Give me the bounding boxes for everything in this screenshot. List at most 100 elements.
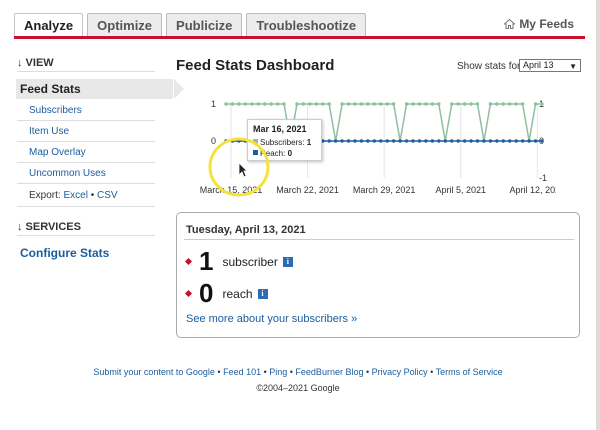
data-point-subscribers: [359, 102, 364, 106]
top-tabs: Analyze Optimize Publicize Troubleshooti…: [14, 13, 367, 37]
data-point-subscribers: [508, 102, 512, 106]
page-title: Feed Stats Dashboard: [176, 57, 335, 74]
data-point-subscribers: [237, 102, 241, 106]
data-point-subscribers: [488, 102, 493, 106]
export-excel-link[interactable]: Excel: [63, 190, 88, 201]
sidebar-item-uncommon-uses[interactable]: Uncommon Uses: [29, 168, 106, 179]
reach-count: 0: [199, 278, 214, 308]
data-point-subscribers: [437, 102, 441, 106]
export-row: Export: Excel • CSV: [29, 190, 118, 201]
date-select-value: April 13: [523, 60, 554, 70]
export-csv-link[interactable]: CSV: [97, 190, 118, 201]
info-icon[interactable]: i: [257, 288, 268, 299]
sidebar-divider: [17, 71, 155, 72]
data-point-subscribers: [308, 102, 312, 106]
my-feeds-link[interactable]: My Feeds: [504, 17, 574, 31]
reach-stat: 0 reach i: [184, 278, 268, 309]
data-point-reach: [372, 139, 377, 143]
bullet-diamond-icon: [184, 289, 193, 298]
my-feeds-label: My Feeds: [519, 17, 574, 31]
tab-publicize[interactable]: Publicize: [166, 13, 243, 37]
tab-optimize[interactable]: Optimize: [87, 13, 163, 37]
info-icon[interactable]: i: [282, 256, 293, 267]
data-point-reach: [443, 139, 447, 143]
footer-link-terms-of-service[interactable]: Terms of Service: [435, 367, 503, 377]
data-point-reach: [456, 139, 460, 143]
data-point-reach: [353, 139, 357, 143]
sidebar-item-feed-stats[interactable]: Feed Stats: [20, 82, 81, 96]
data-point-reach: [346, 139, 351, 143]
tab-analyze[interactable]: Analyze: [14, 13, 84, 37]
data-point-subscribers: [243, 102, 248, 106]
footer-link-privacy-policy[interactable]: Privacy Policy: [371, 367, 428, 377]
tooltip-reach-row: Reach: 0: [253, 148, 316, 159]
left-axis-tick-label: 1: [211, 99, 216, 109]
data-point-subscribers: [456, 102, 460, 106]
data-point-subscribers: [520, 102, 525, 106]
tooltip-date: Mar 16, 2021: [253, 124, 307, 134]
sidebar-item-item-use[interactable]: Item Use: [29, 126, 70, 137]
tab-troubleshootize[interactable]: Troubleshootize: [246, 13, 367, 37]
data-point-subscribers: [256, 102, 260, 106]
x-tick-label: April 12, 2021: [510, 185, 556, 195]
x-tick-label: March 22, 2021: [276, 185, 339, 195]
reach-label: reach: [222, 286, 253, 301]
footer-separator: •: [214, 367, 224, 377]
tooltip-subscribers-row: Subscribers: 1: [253, 137, 316, 148]
footer-link-feedburner-blog[interactable]: FeedBurner Blog: [295, 367, 364, 377]
data-point-subscribers: [262, 102, 267, 106]
data-point-subscribers: [391, 102, 396, 106]
tooltip-reach-label: Reach:: [260, 149, 286, 158]
sidebar-divider: [17, 183, 155, 184]
export-label: Export:: [29, 190, 61, 201]
export-separator: •: [90, 190, 95, 201]
configure-stats-link[interactable]: Configure Stats: [20, 246, 110, 260]
subscriber-count: 1: [199, 246, 214, 276]
data-point-reach: [475, 139, 480, 143]
x-tick-label: March 15, 2021: [200, 185, 263, 195]
footer-link-feed-101[interactable]: Feed 101: [223, 367, 262, 377]
data-point-reach: [514, 139, 518, 143]
mouse-pointer-icon: [238, 162, 248, 178]
see-more-subscribers-link[interactable]: See more about your subscribers »: [186, 313, 358, 325]
sidebar-divider: [17, 120, 155, 121]
sidebar-item-subscribers[interactable]: Subscribers: [29, 105, 82, 116]
data-point-subscribers: [346, 102, 351, 106]
subscribers-swatch: [253, 139, 258, 144]
data-point-reach: [501, 139, 506, 143]
footer-link-submit-your-content-to-google[interactable]: Submit your content to Google: [93, 367, 215, 377]
data-point-reach: [333, 139, 338, 143]
data-point-reach: [482, 139, 486, 143]
data-point-subscribers: [353, 102, 357, 106]
tab-underline: [14, 36, 585, 39]
data-point-reach: [430, 139, 435, 143]
data-point-subscribers: [224, 102, 228, 106]
footer-separator: •: [287, 367, 296, 377]
sidebar-item-map-overlay[interactable]: Map Overlay: [29, 147, 86, 158]
subscriber-stat: 1 subscriber i: [184, 246, 293, 277]
data-point-reach: [411, 139, 415, 143]
date-select[interactable]: April 13 ▼: [519, 59, 581, 72]
sidebar-divider: [17, 162, 155, 163]
data-point-reach: [450, 139, 454, 143]
sidebar-divider: [17, 141, 155, 142]
data-point-reach: [424, 139, 428, 143]
data-point-subscribers: [430, 102, 435, 106]
data-point-reach: [385, 139, 389, 143]
bullet-diamond-icon: [184, 257, 193, 266]
data-point-reach: [437, 139, 441, 143]
data-point-subscribers: [327, 102, 331, 106]
data-point-reach: [508, 139, 512, 143]
data-point-subscribers: [321, 102, 325, 106]
data-point-subscribers: [379, 102, 383, 106]
data-point-reach: [404, 139, 409, 143]
data-point-reach: [340, 139, 344, 143]
data-point-reach: [527, 139, 531, 143]
data-point-subscribers: [417, 102, 422, 106]
data-point-reach: [391, 139, 396, 143]
data-point-subscribers: [501, 102, 506, 106]
data-point-subscribers: [533, 102, 538, 106]
footer-link-ping[interactable]: Ping: [269, 367, 288, 377]
data-point-subscribers: [385, 102, 389, 106]
footer-separator: •: [427, 367, 436, 377]
